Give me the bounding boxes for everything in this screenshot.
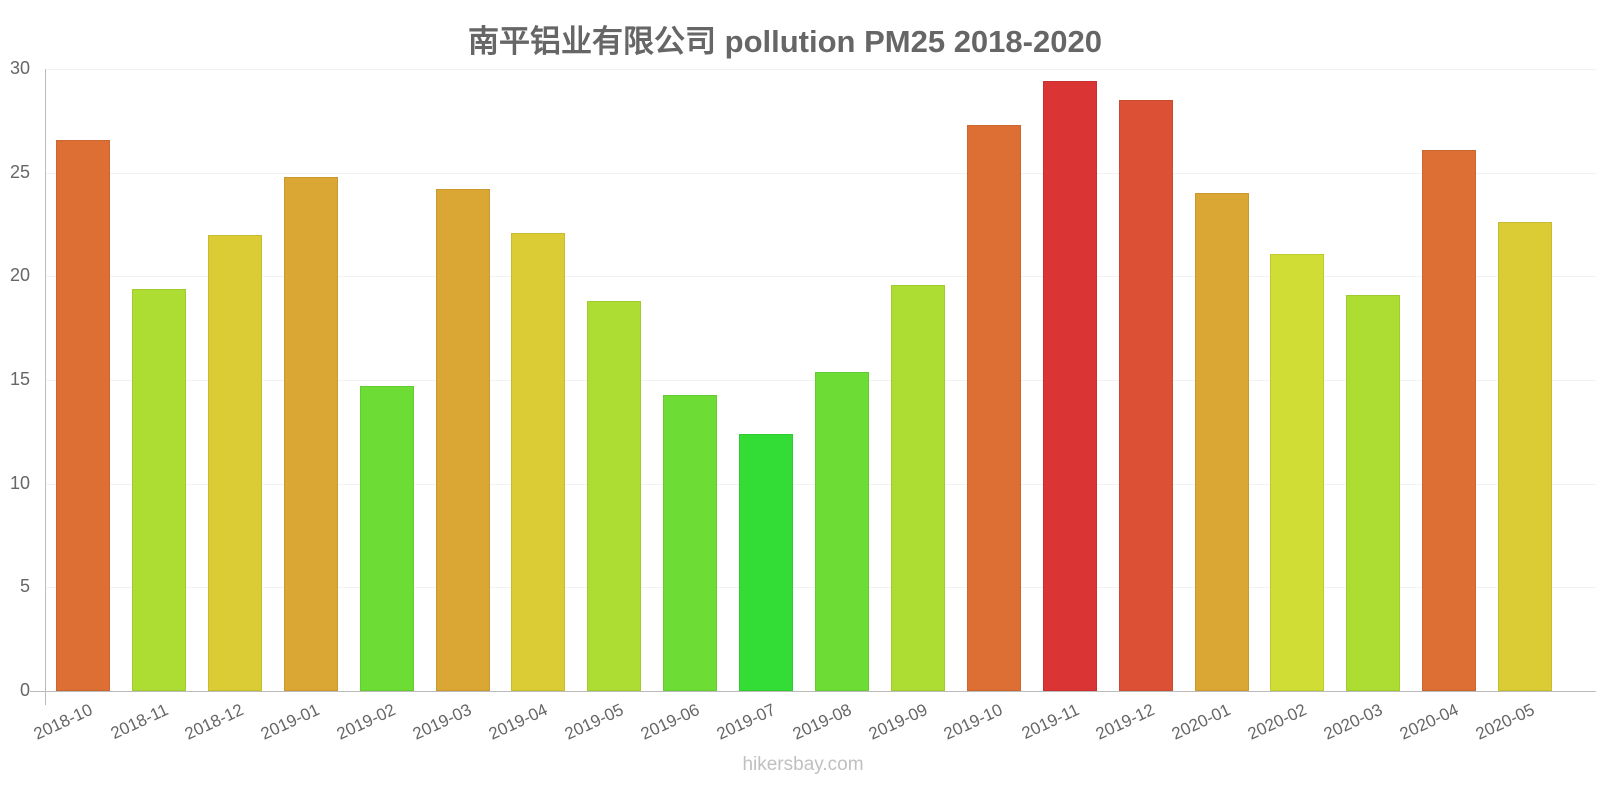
x-tick-label: 2018-11 <box>107 700 171 744</box>
bar-2019-07[interactable] <box>739 433 794 691</box>
bar-2019-09[interactable] <box>890 284 945 691</box>
x-tick-label: 2020-04 <box>1396 700 1462 744</box>
x-tick-label: 2020-05 <box>1472 700 1538 744</box>
bar-2019-10[interactable] <box>966 124 1021 691</box>
y-axis-line <box>45 69 46 705</box>
bar-2019-08[interactable] <box>815 371 869 691</box>
bar-2020-02[interactable] <box>1270 253 1325 691</box>
bar-2019-05[interactable] <box>587 301 642 691</box>
x-tick-label: 2019-09 <box>865 700 930 744</box>
y-tick-label: 10 <box>9 472 30 493</box>
x-tick-label: 2019-04 <box>485 700 551 744</box>
watermark: hikersbay.com <box>742 754 864 775</box>
x-tick-label: 2019-05 <box>561 700 627 744</box>
bar-2019-06[interactable] <box>663 394 718 691</box>
x-tick-label: 2019-06 <box>637 700 703 744</box>
x-tick-label: 2020-03 <box>1320 700 1386 744</box>
x-tick-label: 2019-02 <box>334 700 399 744</box>
bar-2018-11[interactable] <box>131 288 186 691</box>
bar-2020-05[interactable] <box>1498 222 1553 691</box>
bar-2020-03[interactable] <box>1346 295 1401 691</box>
bar-2019-04[interactable] <box>511 232 566 691</box>
bar-2019-12[interactable] <box>1118 100 1173 691</box>
x-tick-label: 2019-11 <box>1018 700 1082 744</box>
y-tick-label: 5 <box>19 576 30 597</box>
bar-2020-04[interactable] <box>1422 149 1477 691</box>
bar-2019-03[interactable] <box>435 189 490 691</box>
x-tick-label: 2018-12 <box>182 700 247 744</box>
chart-title: 南平铝业有限公司 pollution PM25 2018-2020 <box>468 24 1102 59</box>
y-tick-label: 0 <box>19 680 30 700</box>
bar-2019-11[interactable] <box>1042 81 1097 691</box>
bar-2018-12[interactable] <box>207 234 262 691</box>
x-tick-label: 2019-07 <box>713 700 779 744</box>
bar-2018-10[interactable] <box>56 139 110 691</box>
x-tick-label: 2018-10 <box>30 700 96 744</box>
gridline <box>46 276 1596 278</box>
x-axis-line <box>30 691 1596 692</box>
bar-2019-02[interactable] <box>359 386 414 691</box>
x-tick-label: 2020-01 <box>1168 700 1234 744</box>
x-tick-label: 2019-01 <box>258 700 323 744</box>
gridline <box>46 172 1596 174</box>
x-tick-label: 2019-08 <box>789 700 855 744</box>
bar-2020-01[interactable] <box>1194 193 1249 691</box>
x-tick-label: 2019-12 <box>1093 700 1158 744</box>
bar-2019-01[interactable] <box>283 176 338 691</box>
y-tick-label: 20 <box>9 265 30 286</box>
gridline <box>46 69 1596 70</box>
x-tick-label: 2019-03 <box>409 700 475 744</box>
y-tick-label: 30 <box>9 58 30 78</box>
y-tick-label: 25 <box>9 161 30 182</box>
plot-area <box>46 69 1596 692</box>
x-tick-label: 2019-10 <box>941 700 1006 744</box>
y-tick-label: 15 <box>9 369 30 389</box>
x-tick-label: 2020-02 <box>1244 700 1310 744</box>
